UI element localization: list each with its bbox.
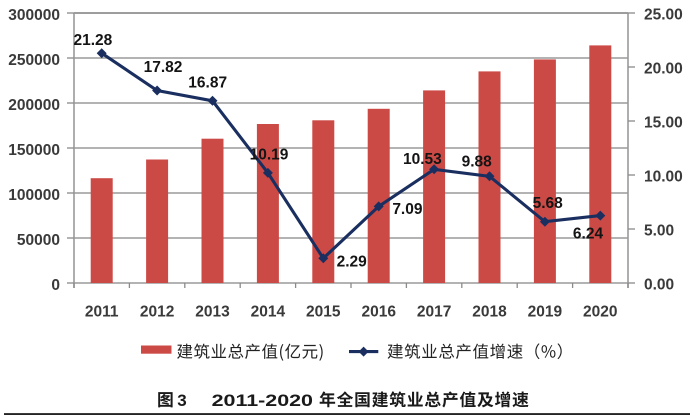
svg-text:2011-2020: 2011-2020	[212, 391, 313, 410]
svg-text:2.29: 2.29	[337, 253, 368, 270]
svg-text:2016: 2016	[361, 304, 396, 321]
svg-text:2020: 2020	[583, 304, 617, 321]
svg-text:5.68: 5.68	[533, 195, 564, 212]
svg-text:0: 0	[51, 277, 60, 294]
svg-text:100000: 100000	[8, 187, 60, 204]
svg-text:10.53: 10.53	[403, 151, 442, 168]
svg-text:17.82: 17.82	[144, 59, 183, 76]
svg-text:6.24: 6.24	[573, 226, 604, 243]
svg-text:2012: 2012	[140, 304, 174, 321]
svg-text:9.88: 9.88	[462, 153, 493, 170]
svg-text:200000: 200000	[8, 97, 60, 114]
svg-text:0.00: 0.00	[644, 277, 674, 294]
svg-text:7.09: 7.09	[392, 201, 423, 218]
svg-text:2017: 2017	[417, 304, 451, 321]
svg-text:10.19: 10.19	[250, 146, 289, 163]
svg-text:5.00: 5.00	[644, 223, 674, 240]
svg-text:2019: 2019	[528, 304, 563, 321]
svg-text:50000: 50000	[17, 232, 60, 249]
svg-text:250000: 250000	[8, 52, 60, 69]
svg-text:21.28: 21.28	[74, 32, 113, 49]
svg-text:300000: 300000	[8, 7, 60, 24]
svg-text:20.00: 20.00	[644, 61, 683, 78]
svg-text:2014: 2014	[251, 304, 286, 321]
svg-text:2015: 2015	[306, 304, 341, 321]
svg-text:3: 3	[177, 391, 186, 410]
svg-text:2013: 2013	[195, 304, 230, 321]
svg-text:15.00: 15.00	[644, 115, 683, 132]
svg-text:10.00: 10.00	[644, 169, 683, 186]
svg-text:150000: 150000	[8, 142, 60, 159]
svg-text:2018: 2018	[472, 304, 507, 321]
svg-text:16.87: 16.87	[188, 75, 227, 92]
svg-text:25.00: 25.00	[644, 7, 683, 24]
svg-text:2011: 2011	[85, 304, 119, 321]
